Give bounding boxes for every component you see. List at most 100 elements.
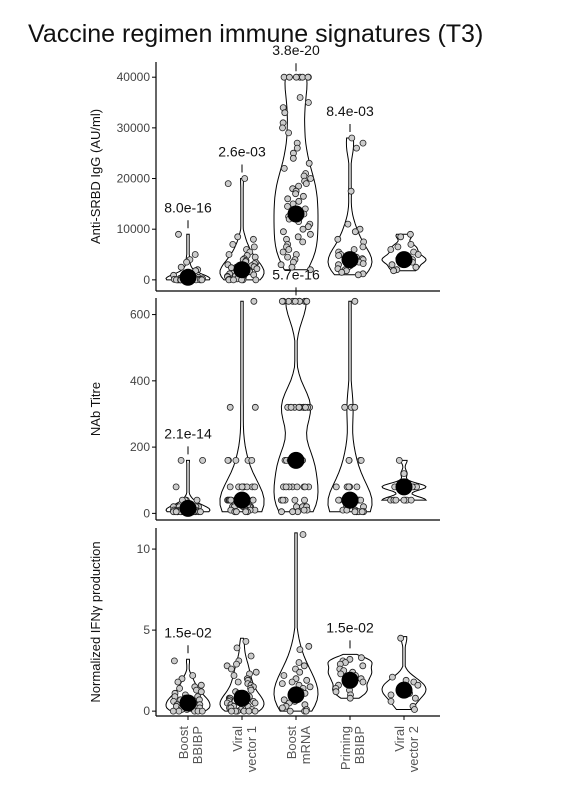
- data-point: [224, 456, 232, 464]
- data-point: [227, 496, 235, 504]
- x-tick-label-line: vector 1: [244, 726, 259, 772]
- data-point: [299, 192, 307, 200]
- data-point: [251, 483, 259, 491]
- data-point: [278, 297, 286, 305]
- data-point: [224, 180, 232, 188]
- data-point: [191, 251, 199, 258]
- data-point: [302, 707, 310, 715]
- data-point: [351, 228, 359, 236]
- data-point: [332, 688, 340, 696]
- data-point: [295, 403, 303, 411]
- summary-point: [179, 499, 197, 517]
- data-point: [288, 678, 296, 686]
- data-point: [279, 248, 287, 256]
- data-point: [280, 696, 288, 704]
- data-point: [292, 190, 300, 198]
- data-point: [193, 496, 201, 504]
- data-point: [359, 139, 367, 147]
- x-tick-label: Viralvector 1: [230, 726, 259, 772]
- pvalue-label: 2.6e-03: [218, 144, 266, 160]
- data-point: [248, 456, 256, 464]
- pvalue-label: 1.5e-02: [164, 624, 212, 640]
- data-point: [197, 681, 205, 689]
- data-point: [252, 276, 260, 284]
- data-point: [414, 681, 422, 689]
- data-point: [197, 688, 205, 696]
- data-point: [241, 175, 249, 182]
- x-tick-label-line: BBIBP: [190, 726, 205, 764]
- data-point: [295, 197, 303, 205]
- data-point: [252, 668, 260, 676]
- data-point: [286, 707, 294, 715]
- data-point: [359, 662, 367, 670]
- data-point: [174, 678, 182, 686]
- data-point: [332, 483, 340, 491]
- data-point: [198, 276, 206, 284]
- data-point: [170, 657, 178, 665]
- summary-point: [341, 491, 359, 509]
- data-point: [296, 94, 304, 101]
- data-point: [249, 496, 257, 504]
- y-tick-label: 600: [130, 308, 150, 322]
- data-point: [251, 699, 259, 707]
- data-point: [251, 253, 259, 261]
- data-point: [357, 496, 365, 504]
- y-tick-label: 400: [130, 374, 150, 388]
- data-point: [284, 253, 292, 261]
- data-point: [229, 240, 237, 248]
- data-point: [345, 456, 353, 464]
- data-point: [199, 456, 207, 464]
- data-point: [250, 297, 258, 305]
- pvalue-label: 2.1e-14: [164, 425, 212, 441]
- data-point: [302, 403, 309, 411]
- data-point: [295, 659, 303, 666]
- data-point: [306, 683, 314, 691]
- data-point: [278, 508, 285, 516]
- data-point: [392, 496, 400, 504]
- data-point: [245, 707, 253, 715]
- data-point: [234, 678, 242, 686]
- data-point: [359, 678, 367, 686]
- data-point: [285, 129, 293, 137]
- y-tick-label: 10: [137, 542, 151, 556]
- data-point: [247, 652, 255, 660]
- summary-point: [179, 694, 197, 712]
- data-point: [227, 665, 235, 673]
- data-point: [238, 483, 246, 491]
- data-point: [348, 134, 356, 142]
- data-point: [351, 403, 359, 411]
- data-point: [289, 508, 297, 516]
- pvalue-label: 5.7e-16: [272, 266, 320, 282]
- data-point: [251, 707, 259, 715]
- data-point: [226, 483, 234, 491]
- data-point: [242, 508, 250, 516]
- data-point: [306, 230, 314, 238]
- data-point: [301, 496, 308, 504]
- data-point: [334, 235, 342, 243]
- data-point: [406, 230, 414, 238]
- data-point: [299, 238, 307, 246]
- data-point: [305, 159, 313, 167]
- data-point: [294, 233, 302, 241]
- y-tick-label: 200: [130, 440, 150, 454]
- x-tick-label-line: Boost: [176, 726, 191, 760]
- data-point: [357, 456, 365, 464]
- data-point: [277, 261, 285, 269]
- panel-3: 0 5 10 Normalized IFNγ production 1.5e-02 1.5…: [88, 528, 440, 718]
- data-point: [279, 124, 286, 132]
- x-tick-label-line: Boost: [284, 726, 299, 760]
- x-tick-label: BoostmRNA: [284, 726, 313, 765]
- data-point: [284, 202, 291, 210]
- data-point: [345, 483, 353, 491]
- data-point: [281, 109, 289, 117]
- data-point: [172, 483, 180, 491]
- x-tick-label-line: Viral: [392, 726, 407, 752]
- data-point: [397, 233, 405, 241]
- x-tick-label-line: Priming: [338, 726, 353, 770]
- data-point: [335, 496, 343, 504]
- summary-point: [341, 251, 359, 269]
- data-point: [280, 164, 288, 172]
- data-point: [232, 508, 240, 516]
- data-point: [390, 267, 398, 275]
- chart-title: Vaccine regimen immune signatures (T3): [28, 20, 483, 48]
